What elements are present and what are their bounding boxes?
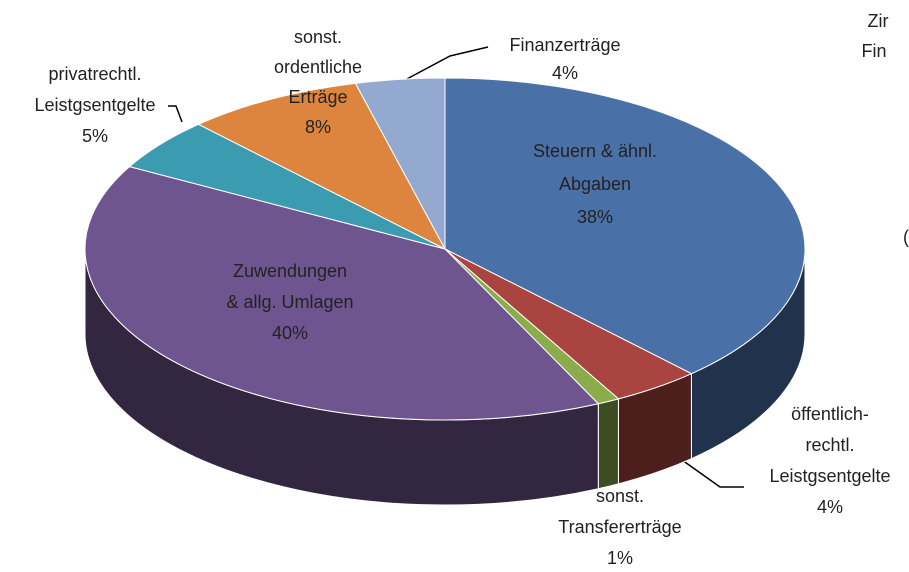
value-label: 4% — [817, 497, 843, 517]
slice-label: sonst. — [596, 486, 644, 506]
slice — [354, 77, 446, 250]
value-label: 38% — [577, 207, 613, 227]
annotation: Fin — [861, 41, 886, 61]
slice — [197, 82, 447, 251]
slice-label: Finanzerträge — [509, 35, 620, 55]
slice-label: Leistgsentgelte — [34, 95, 155, 115]
annotation: Zir — [868, 11, 889, 31]
value-label: 8% — [305, 117, 331, 137]
leader-line — [667, 449, 744, 488]
leader-line — [168, 105, 183, 123]
slice-label: Erträge — [288, 87, 347, 107]
slice-label: öffentlich- — [791, 404, 869, 424]
slice-label: Abgaben — [559, 174, 631, 194]
value-label: 1% — [607, 548, 633, 568]
value-label: 4% — [552, 63, 578, 83]
slice-label: Leistgsentgelte — [769, 466, 890, 486]
slice-label: rechtl. — [805, 435, 854, 455]
annotation: ( — [903, 227, 909, 247]
slice-label: Steuern & ähnl. — [533, 141, 657, 161]
slice-label: sonst. — [294, 27, 342, 47]
slice-label: Transfererträge — [558, 517, 681, 537]
slice — [84, 166, 600, 421]
slice-label: Zuwendungen — [233, 261, 347, 281]
slice-label: privatrechtl. — [48, 64, 141, 84]
value-label: 5% — [82, 126, 108, 146]
leader-line — [404, 46, 489, 81]
slice — [444, 77, 806, 375]
slice-side — [597, 398, 619, 490]
slice-label: & allg. Umlagen — [226, 292, 353, 312]
value-label: 40% — [272, 323, 308, 343]
slice-label: ordentliche — [274, 57, 362, 77]
